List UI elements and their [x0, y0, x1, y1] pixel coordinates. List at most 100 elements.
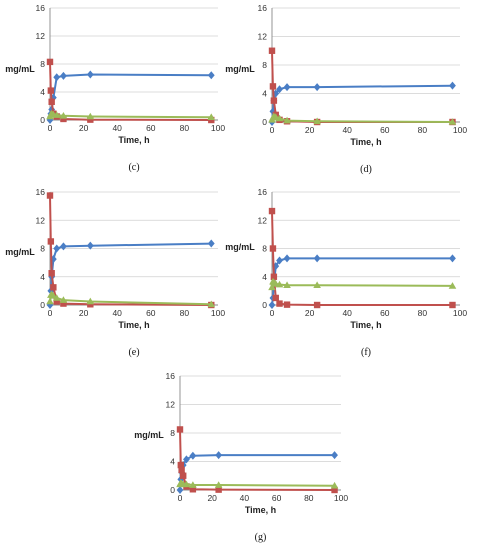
y-tick-label: 8 [262, 60, 267, 70]
data-point [189, 451, 197, 460]
data-point [183, 455, 190, 464]
x-tick-label: 80 [180, 308, 190, 318]
y-tick-label: 16 [258, 3, 268, 13]
x-tick-label: 40 [240, 493, 250, 503]
x-tick-label: 80 [180, 123, 190, 133]
x-tick-label: 20 [79, 308, 89, 318]
data-point [313, 281, 321, 289]
panel-caption: (c) [128, 162, 139, 173]
data-point [176, 426, 184, 433]
data-point [60, 71, 67, 80]
y-tick-label: 12 [258, 215, 268, 225]
data-point [46, 297, 54, 305]
x-axis-label: Time, h [245, 505, 276, 515]
data-point [275, 280, 284, 288]
x-tick-label: 20 [207, 493, 217, 503]
data-point [283, 301, 291, 308]
y-tick-label: 4 [170, 457, 175, 467]
y-tick-label: 8 [40, 59, 45, 69]
x-tick-label: 0 [270, 308, 275, 318]
x-tick-label: 0 [178, 493, 183, 503]
data-point [52, 111, 61, 118]
data-point [47, 238, 55, 245]
chart-panel: 0 4 8 12 16 0 20 40 60 80 100 mg/mL Time, h (e) [5, 187, 225, 358]
chart-panel: 0 4 8 12 16 0 20 40 60 80 100 mg/mL Time, h (g) [134, 371, 348, 543]
y-tick-label: 0 [170, 485, 175, 495]
y-axis-label: mg/mL [5, 64, 35, 74]
panel-caption: (e) [128, 347, 139, 358]
x-tick-label: 40 [342, 308, 352, 318]
data-point [47, 87, 55, 94]
data-point [331, 486, 338, 494]
data-point [269, 245, 277, 252]
data-point [59, 296, 68, 303]
x-tick-label: 100 [453, 125, 467, 135]
y-tick-label: 16 [166, 371, 176, 381]
data-point [60, 300, 67, 307]
data-point [86, 112, 95, 120]
data-point [53, 298, 60, 305]
data-point [313, 254, 321, 263]
data-point [283, 83, 291, 92]
data-point [283, 254, 291, 263]
y-tick-label: 12 [36, 215, 46, 225]
data-point [330, 481, 339, 489]
data-point [269, 83, 277, 90]
data-point [207, 239, 215, 248]
y-tick-label: 12 [258, 32, 268, 42]
data-point [276, 300, 283, 307]
x-tick-label: 0 [270, 125, 275, 135]
x-tick-label: 60 [146, 123, 156, 133]
chart-panel: 0 4 8 12 16 0 20 40 60 80 100 mg/mL Time, h (d) [225, 3, 467, 175]
data-point [272, 294, 279, 302]
data-point [178, 466, 185, 474]
y-tick-label: 8 [40, 244, 45, 254]
data-point [283, 281, 291, 289]
data-point [86, 297, 95, 305]
y-axis-label: mg/mL [225, 64, 255, 74]
data-point [50, 284, 57, 291]
panel-caption: (d) [360, 164, 372, 175]
x-tick-label: 40 [112, 123, 122, 133]
data-point [53, 73, 61, 82]
data-point [207, 71, 215, 80]
x-tick-label: 40 [112, 308, 122, 318]
data-point [48, 98, 55, 105]
data-point [60, 115, 67, 123]
x-tick-label: 60 [380, 308, 390, 318]
data-point [52, 294, 61, 301]
series-line [49, 195, 212, 306]
y-tick-label: 12 [36, 31, 46, 41]
data-point [46, 58, 54, 66]
data-point [275, 114, 284, 122]
data-point [331, 451, 338, 460]
x-tick-label: 80 [418, 308, 428, 318]
data-point [313, 301, 321, 309]
data-point [87, 116, 94, 123]
y-tick-label: 4 [262, 89, 267, 99]
data-point [313, 117, 321, 125]
data-point [182, 480, 191, 488]
data-point [214, 481, 223, 488]
x-tick-label: 40 [342, 125, 352, 135]
data-point [215, 486, 222, 493]
y-axis-label: mg/mL [5, 247, 35, 257]
y-tick-label: 16 [36, 187, 46, 197]
x-tick-label: 100 [334, 493, 348, 503]
y-tick-label: 0 [262, 117, 267, 127]
y-axis-label: mg/mL [134, 430, 164, 440]
data-point [215, 451, 223, 460]
x-tick-label: 0 [48, 308, 53, 318]
data-point [59, 112, 68, 119]
y-tick-label: 16 [36, 3, 46, 13]
x-tick-label: 80 [304, 493, 314, 503]
data-point [268, 283, 276, 291]
data-point [189, 481, 197, 488]
x-tick-label: 20 [305, 125, 315, 135]
x-tick-label: 100 [453, 308, 467, 318]
data-point [46, 192, 54, 199]
x-tick-label: 60 [146, 308, 156, 318]
data-point [269, 107, 277, 116]
data-point [448, 118, 457, 125]
